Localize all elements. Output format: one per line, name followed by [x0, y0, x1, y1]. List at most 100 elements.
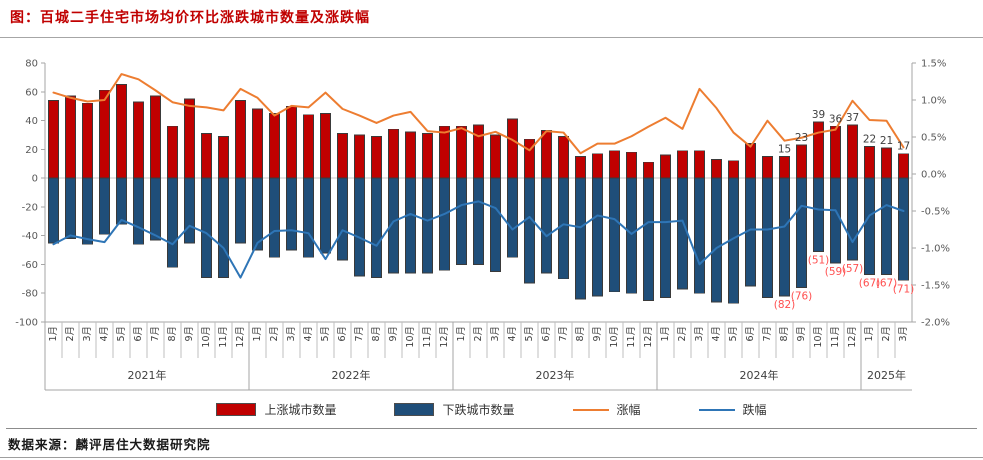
up-bar — [864, 146, 875, 179]
down-bar — [337, 177, 348, 261]
svg-text:3月: 3月 — [898, 326, 909, 342]
svg-text:(67): (67) — [859, 278, 881, 290]
legend-label: 涨幅 — [616, 403, 641, 417]
svg-text:(59): (59) — [825, 266, 847, 278]
svg-text:2月: 2月 — [881, 326, 892, 342]
svg-text:0.5%: 0.5% — [921, 133, 946, 144]
svg-text:4月: 4月 — [711, 326, 722, 342]
svg-text:6月: 6月 — [541, 326, 552, 342]
svg-text:21: 21 — [880, 135, 893, 147]
down-bar — [405, 177, 416, 274]
up-bar — [439, 125, 450, 179]
up-bar — [626, 151, 637, 179]
svg-text:0.0%: 0.0% — [921, 170, 946, 181]
svg-text:15: 15 — [778, 144, 791, 156]
down-bar — [320, 177, 331, 254]
up-bar — [405, 131, 416, 179]
data-source-note: 数据来源：麟评居住大数据研究院 — [8, 437, 211, 452]
down-bar — [303, 177, 314, 258]
down-bar — [592, 177, 603, 297]
down-bar — [48, 177, 59, 244]
legend-item-down-line: 跌幅 — [698, 401, 767, 418]
svg-text:6月: 6月 — [337, 326, 348, 342]
up-bar — [422, 133, 433, 179]
up-bar — [82, 102, 93, 179]
svg-text:12月: 12月 — [235, 326, 246, 348]
svg-text:8月: 8月 — [371, 326, 382, 342]
down-bar — [864, 177, 875, 275]
up-bar — [728, 160, 739, 179]
down-bar — [150, 177, 161, 241]
svg-text:(51): (51) — [808, 254, 830, 266]
svg-text:11月: 11月 — [422, 326, 433, 348]
down-bar — [456, 177, 467, 265]
svg-text:-100: -100 — [15, 318, 38, 329]
up-bar — [711, 159, 722, 179]
up-bar — [830, 125, 841, 179]
svg-text:37: 37 — [846, 112, 859, 124]
down-bar — [524, 177, 535, 284]
up-bar — [660, 154, 671, 179]
down-bar — [643, 177, 654, 301]
right-axis-ticks: 1.5% 1.0% 0.5% 0.0% -0.5% -1.0% -1.5% -2.0% — [912, 59, 950, 329]
up-bar — [575, 156, 586, 179]
up-bar — [184, 98, 195, 179]
svg-text:1.5%: 1.5% — [921, 59, 946, 70]
svg-text:10月: 10月 — [201, 326, 212, 348]
svg-text:3月: 3月 — [286, 326, 297, 342]
up-bar — [541, 130, 552, 179]
down-bar — [677, 177, 688, 290]
svg-text:-40: -40 — [22, 231, 38, 242]
chart-legend: 上涨城市数量 下跌城市数量 涨幅 跌幅 — [0, 401, 983, 418]
up-bar — [320, 112, 331, 179]
up-bar — [813, 121, 824, 179]
up-bar — [354, 134, 365, 179]
up-bar — [490, 134, 501, 179]
up-bar — [303, 114, 314, 179]
up-bar — [694, 150, 705, 179]
svg-text:9月: 9月 — [592, 326, 603, 342]
up-bar — [507, 118, 518, 179]
down-bar — [898, 177, 909, 281]
svg-text:8月: 8月 — [575, 326, 586, 342]
svg-text:(71): (71) — [893, 283, 915, 295]
svg-text:1.0%: 1.0% — [921, 96, 946, 107]
svg-text:8月: 8月 — [779, 326, 790, 342]
up-bar — [558, 135, 569, 179]
svg-text:8月: 8月 — [167, 326, 178, 342]
up-bar — [133, 101, 144, 179]
svg-text:80: 80 — [25, 59, 38, 70]
svg-text:10月: 10月 — [813, 326, 824, 348]
svg-text:0: 0 — [32, 174, 38, 185]
up-bar — [252, 108, 263, 179]
down-bar — [354, 177, 365, 277]
down-bar — [711, 177, 722, 303]
svg-text:5月: 5月 — [524, 326, 535, 342]
svg-text:6月: 6月 — [745, 326, 756, 342]
down-bar — [660, 177, 671, 298]
down-bar — [218, 177, 229, 278]
svg-text:4月: 4月 — [303, 326, 314, 342]
down-bar — [847, 177, 858, 261]
svg-text:-80: -80 — [22, 289, 38, 300]
down-bar — [575, 177, 586, 300]
up-bar — [99, 89, 110, 179]
down-bar — [388, 177, 399, 274]
legend-label: 下跌城市数量 — [442, 403, 515, 417]
up-bar — [150, 95, 161, 179]
svg-text:12月: 12月 — [439, 326, 450, 348]
svg-text:1月: 1月 — [456, 326, 467, 342]
svg-text:60: 60 — [25, 87, 38, 98]
svg-text:(67): (67) — [876, 278, 898, 290]
down-pct-line — [52, 200, 905, 279]
svg-text:5月: 5月 — [728, 326, 739, 342]
up-bar — [456, 125, 467, 179]
up-bar — [881, 147, 892, 179]
up-bar — [898, 153, 909, 179]
year-axis-labels: 2021年 2022年 2023年 2024年 2025年 — [44, 322, 906, 390]
svg-text:3月: 3月 — [490, 326, 501, 342]
month-axis-labels: 1月 2月 3月 4月 5月 6月 7月 8月 9月 10月 11月 12月 1月 2月 3月 4月 5月 6月 7… — [48, 322, 909, 358]
svg-text:7月: 7月 — [354, 326, 365, 342]
svg-text:23: 23 — [795, 132, 808, 144]
